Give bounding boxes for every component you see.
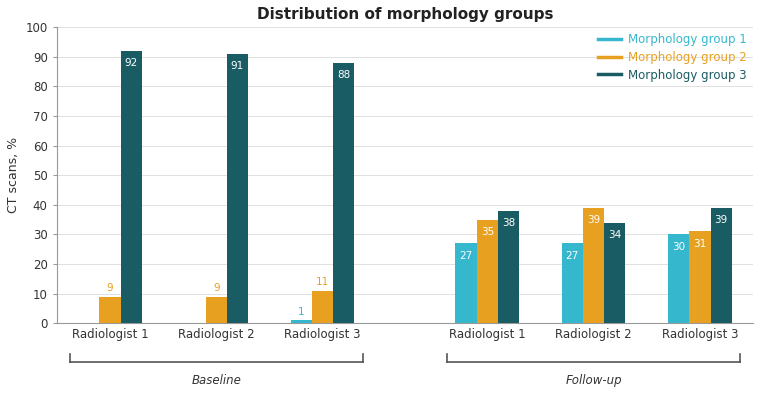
Text: 30: 30 <box>672 242 686 252</box>
Bar <box>227 54 248 323</box>
Text: 9: 9 <box>106 283 113 293</box>
Text: Follow-up: Follow-up <box>565 374 622 387</box>
Bar <box>333 63 354 323</box>
Text: 91: 91 <box>231 61 244 72</box>
Title: Distribution of morphology groups: Distribution of morphology groups <box>257 7 553 22</box>
Text: 38: 38 <box>502 218 515 228</box>
Bar <box>498 211 519 323</box>
Y-axis label: CT scans, %: CT scans, % <box>7 137 20 213</box>
Bar <box>206 297 227 323</box>
Bar <box>477 220 498 323</box>
Text: 27: 27 <box>565 251 579 261</box>
Text: 1: 1 <box>298 307 305 317</box>
Text: 88: 88 <box>337 70 350 80</box>
Text: 92: 92 <box>125 58 138 68</box>
Text: 31: 31 <box>693 239 707 249</box>
Text: 39: 39 <box>587 215 600 225</box>
Text: Baseline: Baseline <box>192 374 241 387</box>
Bar <box>562 243 583 323</box>
Text: 9: 9 <box>213 283 220 293</box>
Bar <box>121 51 142 323</box>
Bar <box>583 208 604 323</box>
Text: 39: 39 <box>714 215 728 225</box>
Text: 27: 27 <box>459 251 473 261</box>
Bar <box>290 320 312 323</box>
Legend: Morphology group 1, Morphology group 2, Morphology group 3: Morphology group 1, Morphology group 2, … <box>597 33 747 82</box>
Bar <box>312 290 333 323</box>
Text: 35: 35 <box>480 227 494 237</box>
Text: 11: 11 <box>316 277 329 287</box>
Bar <box>455 243 477 323</box>
Bar <box>668 234 689 323</box>
Bar <box>100 297 121 323</box>
Bar <box>689 231 711 323</box>
Bar <box>604 223 625 323</box>
Text: 34: 34 <box>608 230 622 240</box>
Bar <box>711 208 732 323</box>
